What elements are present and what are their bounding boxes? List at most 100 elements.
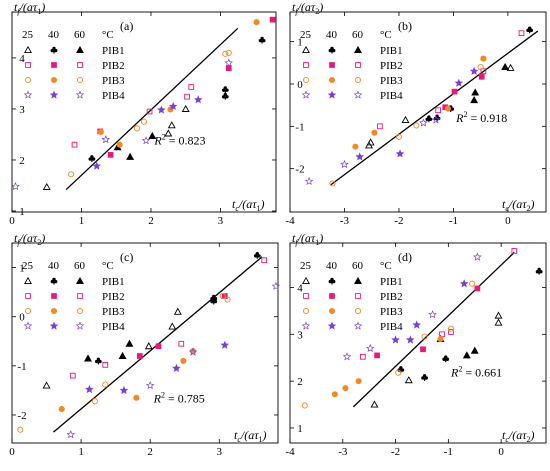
legend-marker-pib2: [25, 62, 31, 68]
x-label-sub: c: [505, 435, 509, 444]
x-label-idx: 2: [527, 435, 531, 444]
legend-marker-pib3: [328, 76, 336, 84]
data-point-pib3: [222, 50, 229, 57]
data-point-pib1: [494, 311, 503, 319]
data-point-pib4: [391, 335, 400, 344]
x-tick-label: -2: [391, 446, 400, 458]
data-point-pib2: [69, 372, 76, 379]
data-point-pib1-part: [213, 299, 218, 304]
data-point-pib1: [42, 381, 51, 389]
legend-marker-pib2: [303, 62, 309, 68]
data-point-pib4: [66, 430, 76, 439]
data-point-pib1-part: [225, 88, 229, 92]
legend-temp: 60: [352, 260, 364, 272]
y-label-end: ): [318, 231, 323, 245]
data-point-pib3: [477, 63, 484, 71]
y-label-rest: /(aτ: [297, 0, 316, 14]
r2-value: = 0.661: [462, 365, 502, 379]
x-label-main: t: [234, 428, 238, 442]
y-axis-label: tf/(aτ2): [292, 0, 323, 16]
y-tick-label: 1: [297, 423, 303, 435]
x-tick-label: -1: [444, 446, 453, 458]
legend-series-label: PIB4: [380, 321, 403, 333]
legend-series-label: PIB3: [102, 306, 125, 318]
data-point-pib2: [377, 123, 383, 130]
legend-marker-pib4: [353, 321, 363, 330]
data-point-pib1: [258, 36, 266, 44]
data-point-pib3: [134, 125, 141, 132]
legend-marker-pib4: [49, 321, 59, 330]
y-tick-label: 4: [19, 53, 25, 65]
data-point-pib2: [374, 352, 380, 359]
data-point-pib4: [340, 159, 349, 169]
r2-sup: 2: [463, 110, 467, 119]
r-squared-annotation: R2 = 0.823: [153, 133, 205, 148]
y-tick-label: -1: [295, 121, 304, 133]
data-point-pib3: [180, 357, 187, 364]
data-point-pib4: [172, 363, 181, 372]
legend-unit: °C: [380, 29, 392, 41]
data-point-pib1: [164, 129, 173, 137]
y-label-main: t: [14, 231, 18, 245]
legend-marker-pib4: [353, 90, 363, 99]
legend-series-label: PIB2: [102, 291, 125, 303]
legend-marker-pib1: [354, 45, 362, 54]
data-point-pib2: [136, 353, 143, 359]
legend-marker-pib1: [328, 46, 336, 54]
y-label-end: ): [40, 0, 45, 14]
data-point-pib3: [58, 406, 65, 413]
x-tick-label: 2: [148, 215, 154, 227]
data-point-pib3: [352, 143, 359, 150]
x-label-idx: 1: [259, 435, 263, 444]
legend-marker-pib2: [77, 62, 83, 68]
data-point-pib1-part: [256, 255, 258, 259]
legend-marker-pib4: [301, 90, 311, 99]
data-point-pib3: [97, 128, 104, 135]
data-point-pib3: [447, 325, 455, 332]
legend-series-label: PIB2: [380, 291, 403, 303]
data-point-pib4: [454, 78, 464, 87]
data-point-pib3: [225, 49, 232, 56]
legend-marker-pib3: [354, 76, 362, 84]
legend-unit: °C: [380, 260, 392, 272]
data-point-pib3: [116, 141, 123, 148]
r2-label: R: [455, 111, 464, 125]
data-point-pib3: [140, 118, 148, 125]
data-point-pib1-part: [98, 359, 102, 364]
panel-label: (b): [398, 19, 412, 33]
data-point-pib2: [261, 257, 268, 264]
legend-marker-pib3: [76, 76, 84, 84]
data-point-pib1-part: [400, 368, 405, 372]
data-point-pib3: [437, 335, 444, 343]
legend-marker-pib1-part: [331, 281, 333, 285]
fit-line: [352, 251, 515, 408]
x-tick-label: -3: [338, 446, 348, 458]
legend-temp: 25: [22, 29, 34, 41]
y-tick-label: -1: [17, 361, 26, 373]
x-tick-label: 0: [9, 215, 15, 227]
legend-marker-pib3: [302, 76, 310, 84]
y-tick-label: 1: [19, 263, 25, 275]
x-label-idx: 1: [257, 204, 261, 213]
x-label-rest: /(aτ: [240, 428, 259, 442]
legend-series-label: PIB4: [102, 321, 125, 333]
r-squared-annotation: R2 = 0.918: [455, 110, 507, 125]
panel-label: (a): [120, 19, 133, 33]
data-point-pib1: [94, 357, 102, 365]
data-point-pib3: [331, 391, 338, 398]
r2-sup: 2: [161, 391, 165, 400]
x-label-main: t: [502, 428, 506, 442]
data-point-pib3: [301, 402, 308, 409]
legend-temp: 60: [352, 29, 364, 41]
data-point-pib1-part: [224, 96, 226, 100]
x-axis-label: tc/(aτ1): [234, 428, 267, 444]
data-point-pib2: [269, 16, 276, 23]
legend-series-label: PIB1: [380, 45, 403, 57]
data-point-pib3: [329, 180, 336, 187]
legend-marker-pib1: [50, 46, 58, 54]
legend-series-label: PIB3: [102, 75, 125, 87]
legend-marker-pib3: [302, 307, 310, 315]
data-point-pib3: [17, 426, 24, 433]
x-tick-label: -1: [449, 215, 458, 227]
legend-temp: 25: [300, 29, 312, 41]
